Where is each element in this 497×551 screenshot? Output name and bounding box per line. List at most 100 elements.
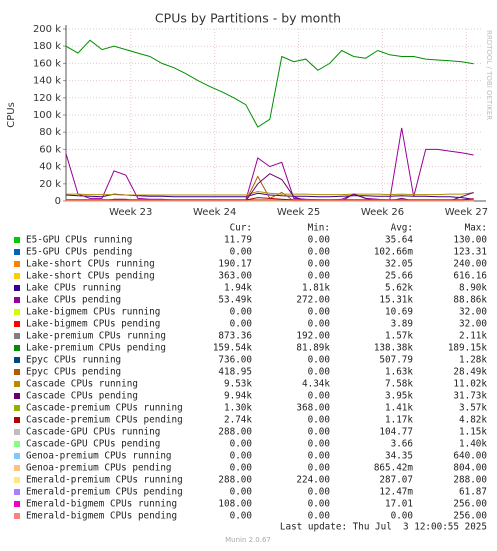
series-line	[65, 39, 474, 128]
x-tick-label: Week 25	[277, 207, 320, 218]
legend-stat: 88.86k	[453, 295, 487, 306]
legend-stat: 418.95	[218, 367, 252, 378]
legend-stat: 31.73k	[453, 391, 487, 402]
legend-stat: 0.00	[308, 391, 330, 402]
legend-swatch	[14, 237, 20, 243]
y-tick-label: 160 k	[33, 58, 61, 69]
last-update: Last update: Thu Jul 3 12:00:55 2025	[280, 522, 487, 533]
legend-stat: 507.79	[379, 355, 413, 366]
legend-label: Epyc CPUs pending	[26, 367, 121, 378]
legend-swatch	[14, 477, 20, 483]
legend-stat: 192.00	[296, 331, 330, 342]
legend-stat: 256.00	[453, 499, 487, 510]
legend-stat: 0.00	[308, 451, 330, 462]
legend-stat: 5.62k	[385, 283, 413, 294]
legend-stat: 1.17k	[385, 415, 413, 426]
legend-stat: 1.15k	[459, 427, 487, 438]
legend-stat: 363.00	[218, 271, 252, 282]
legend-stat: 224.00	[296, 475, 330, 486]
legend-stat: 1.41k	[385, 403, 413, 414]
legend-swatch	[14, 501, 20, 507]
legend-stat: 0.00	[308, 319, 330, 330]
legend-stat: 736.00	[218, 355, 252, 366]
legend-stat: 102.66m	[374, 247, 414, 258]
legend-label: Lake CPUs pending	[26, 295, 121, 306]
legend-label: Epyc CPUs running	[26, 355, 121, 366]
legend-stat: 3.66	[391, 439, 413, 450]
legend-stat: 108.00	[218, 499, 252, 510]
legend-swatch	[14, 429, 20, 435]
y-tick-label: 80 k	[39, 127, 61, 138]
legend-stat: 0.00	[230, 319, 252, 330]
legend-stat: 256.00	[453, 511, 487, 522]
x-tick-label: Week 23	[109, 207, 152, 218]
legend-stat: 640.00	[453, 451, 487, 462]
legend-stat: 0.00	[308, 235, 330, 246]
legend-stat: 3.57k	[459, 403, 487, 414]
legend-label: Lake-bigmem CPUs running	[26, 307, 160, 318]
y-tick-label: 60 k	[39, 144, 61, 155]
legend-swatch	[14, 273, 20, 279]
legend-stat: 288.00	[453, 475, 487, 486]
legend-swatch	[14, 405, 20, 411]
legend-stat: 15.31k	[379, 295, 413, 306]
legend-stat: 10.69	[385, 307, 413, 318]
series-line	[65, 127, 474, 201]
legend-stat: 287.07	[379, 475, 413, 486]
x-tick-label: Week 27	[445, 207, 488, 218]
legend-stat: 0.00	[308, 439, 330, 450]
legend-label: Emerald-bigmem CPUs pending	[26, 511, 177, 522]
legend-stat: 17.01	[385, 499, 413, 510]
legend-label: Lake CPUs running	[26, 283, 121, 294]
legend-swatch	[14, 297, 20, 303]
y-tick-label: 140 k	[33, 76, 61, 87]
legend-stat: 3.89	[391, 319, 413, 330]
legend-swatch	[14, 513, 20, 519]
legend-label: Emerald-premium CPUs running	[26, 475, 183, 486]
legend-stat: 1.94k	[224, 283, 252, 294]
legend-stat: 0.00	[308, 499, 330, 510]
legend-header: Cur:	[230, 223, 252, 234]
legend-stat: 123.31	[453, 247, 487, 258]
legend-stat: 0.00	[308, 415, 330, 426]
legend-label: E5-GPU CPUs pending	[26, 247, 132, 258]
legend-label: Lake-premium CPUs pending	[26, 343, 166, 354]
legend-label: Lake-bigmem CPUs pending	[26, 319, 160, 330]
legend-swatch	[14, 345, 20, 351]
legend-swatch	[14, 417, 20, 423]
legend-stat: 81.89k	[296, 343, 330, 354]
legend-stat: 0.00	[308, 271, 330, 282]
legend-header: Max:	[465, 223, 487, 234]
legend-stat: 0.00	[308, 427, 330, 438]
legend-swatch	[14, 489, 20, 495]
legend-stat: 0.00	[308, 511, 330, 522]
legend-label: Emerald-bigmem CPUs running	[26, 499, 177, 510]
legend-stat: 272.00	[296, 295, 330, 306]
series-line	[66, 190, 474, 196]
legend-header: Min:	[308, 223, 330, 234]
y-tick-label: 200 k	[33, 24, 61, 35]
legend-stat: 0.00	[308, 307, 330, 318]
y-tick-label: 100 k	[33, 110, 61, 121]
y-tick-label: 180 k	[33, 41, 61, 52]
legend-stat: 0.00	[308, 487, 330, 498]
legend-stat: 32.00	[459, 307, 487, 318]
legend-label: Genoa-premium CPUs pending	[26, 463, 172, 474]
legend-stat: 104.77	[379, 427, 413, 438]
footer: Munin 2.0.67	[225, 536, 271, 544]
legend-swatch	[14, 249, 20, 255]
legend-swatch	[14, 261, 20, 267]
legend-swatch	[14, 357, 20, 363]
legend-stat: 0.00	[230, 463, 252, 474]
legend-label: Cascade-premium CPUs running	[26, 403, 183, 414]
legend-stat: 865.42m	[374, 463, 414, 474]
legend-swatch	[14, 453, 20, 459]
x-tick-label: Week 24	[193, 207, 236, 218]
legend-stat: 1.57k	[385, 331, 413, 342]
legend-stat: 0.00	[391, 511, 413, 522]
legend-stat: 288.00	[218, 475, 252, 486]
legend-stat: 1.63k	[385, 367, 413, 378]
legend-stat: 9.94k	[224, 391, 252, 402]
legend-stat: 0.00	[230, 439, 252, 450]
